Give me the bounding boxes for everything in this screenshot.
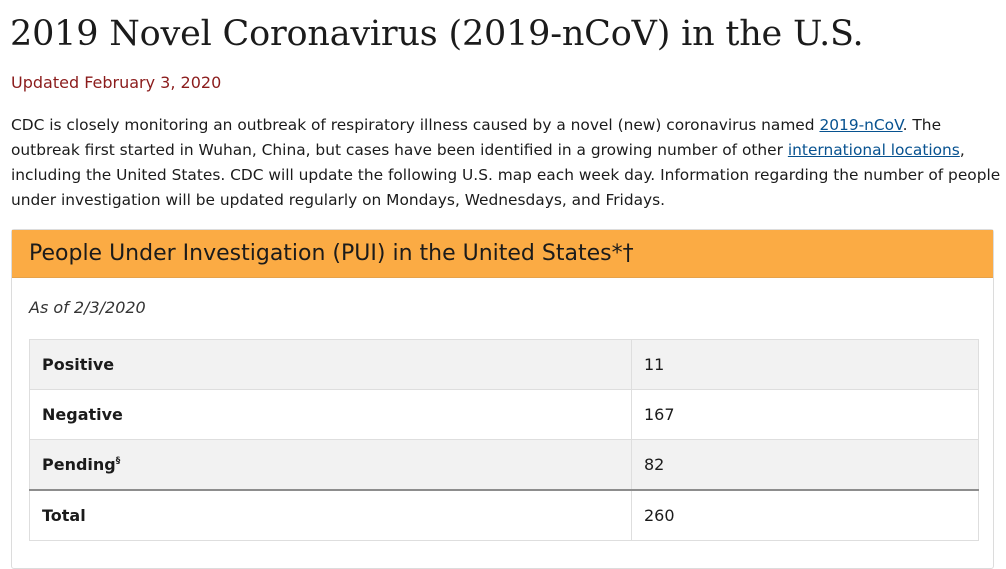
- row-label: Total: [29, 489, 632, 541]
- link-2019-ncov[interactable]: 2019-nCoV: [819, 116, 903, 134]
- row-value: 260: [631, 489, 979, 541]
- table-row-pending: Pending§ 82: [29, 439, 979, 491]
- table-row-negative: Negative 167: [29, 389, 979, 440]
- table-row-positive: Positive 11: [29, 339, 979, 390]
- pui-card-header: People Under Investigation (PUI) in the …: [12, 230, 993, 278]
- row-label: Negative: [29, 389, 632, 440]
- table-row-total: Total 260: [29, 489, 979, 541]
- intro-paragraph: CDC is closely monitoring an outbreak of…: [11, 113, 1001, 213]
- row-label: Positive: [29, 339, 632, 390]
- pui-table: Positive 11 Negative 167 Pending§ 82 Tot…: [29, 339, 979, 541]
- row-value: 167: [631, 389, 979, 440]
- page-title: 2019 Novel Coronavirus (2019-nCoV) in th…: [10, 14, 864, 54]
- row-value: 11: [631, 339, 979, 390]
- pui-card: People Under Investigation (PUI) in the …: [11, 229, 994, 569]
- intro-text-3: , including the United States. CDC will …: [11, 141, 1001, 209]
- intro-text-1: CDC is closely monitoring an outbreak of…: [11, 116, 820, 134]
- row-label: Pending: [42, 455, 116, 474]
- updated-date: Updated February 3, 2020: [11, 73, 222, 92]
- link-international-locations[interactable]: international locations: [787, 141, 960, 159]
- row-value: 82: [631, 439, 979, 491]
- row-label-cell: Pending§: [29, 439, 632, 491]
- as-of-date: As of 2/3/2020: [29, 298, 146, 317]
- intro-text-2: . The outbreak first started in Wuhan, C…: [11, 116, 942, 159]
- footnote-marker: §: [115, 456, 121, 466]
